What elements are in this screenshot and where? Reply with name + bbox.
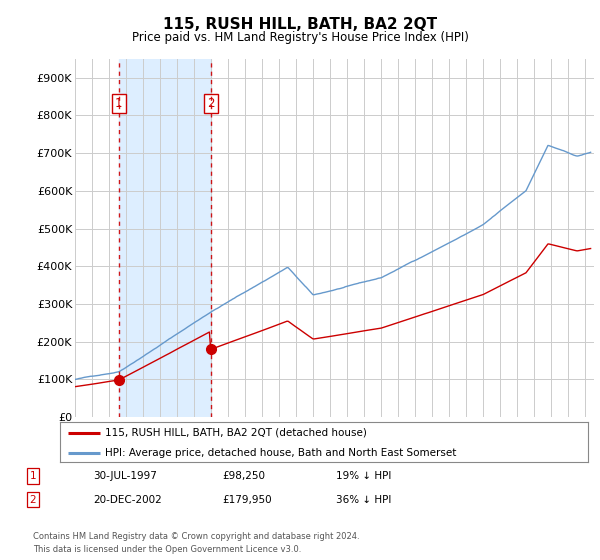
Text: 115, RUSH HILL, BATH, BA2 2QT: 115, RUSH HILL, BATH, BA2 2QT	[163, 17, 437, 32]
Text: 115, RUSH HILL, BATH, BA2 2QT (detached house): 115, RUSH HILL, BATH, BA2 2QT (detached …	[105, 428, 367, 437]
Text: £179,950: £179,950	[222, 494, 272, 505]
Text: 20-DEC-2002: 20-DEC-2002	[93, 494, 162, 505]
Bar	[119, 59, 211, 417]
Text: 1: 1	[29, 471, 37, 481]
Text: Contains HM Land Registry data © Crown copyright and database right 2024.
This d: Contains HM Land Registry data © Crown c…	[33, 532, 359, 553]
Text: 2: 2	[207, 97, 214, 110]
Text: Price paid vs. HM Land Registry's House Price Index (HPI): Price paid vs. HM Land Registry's House …	[131, 31, 469, 44]
Text: 30-JUL-1997: 30-JUL-1997	[93, 471, 157, 481]
Text: 2: 2	[29, 494, 37, 505]
Text: 19% ↓ HPI: 19% ↓ HPI	[336, 471, 391, 481]
Text: 36% ↓ HPI: 36% ↓ HPI	[336, 494, 391, 505]
Text: HPI: Average price, detached house, Bath and North East Somerset: HPI: Average price, detached house, Bath…	[105, 448, 456, 458]
Text: £98,250: £98,250	[222, 471, 265, 481]
Text: 1: 1	[115, 97, 122, 110]
